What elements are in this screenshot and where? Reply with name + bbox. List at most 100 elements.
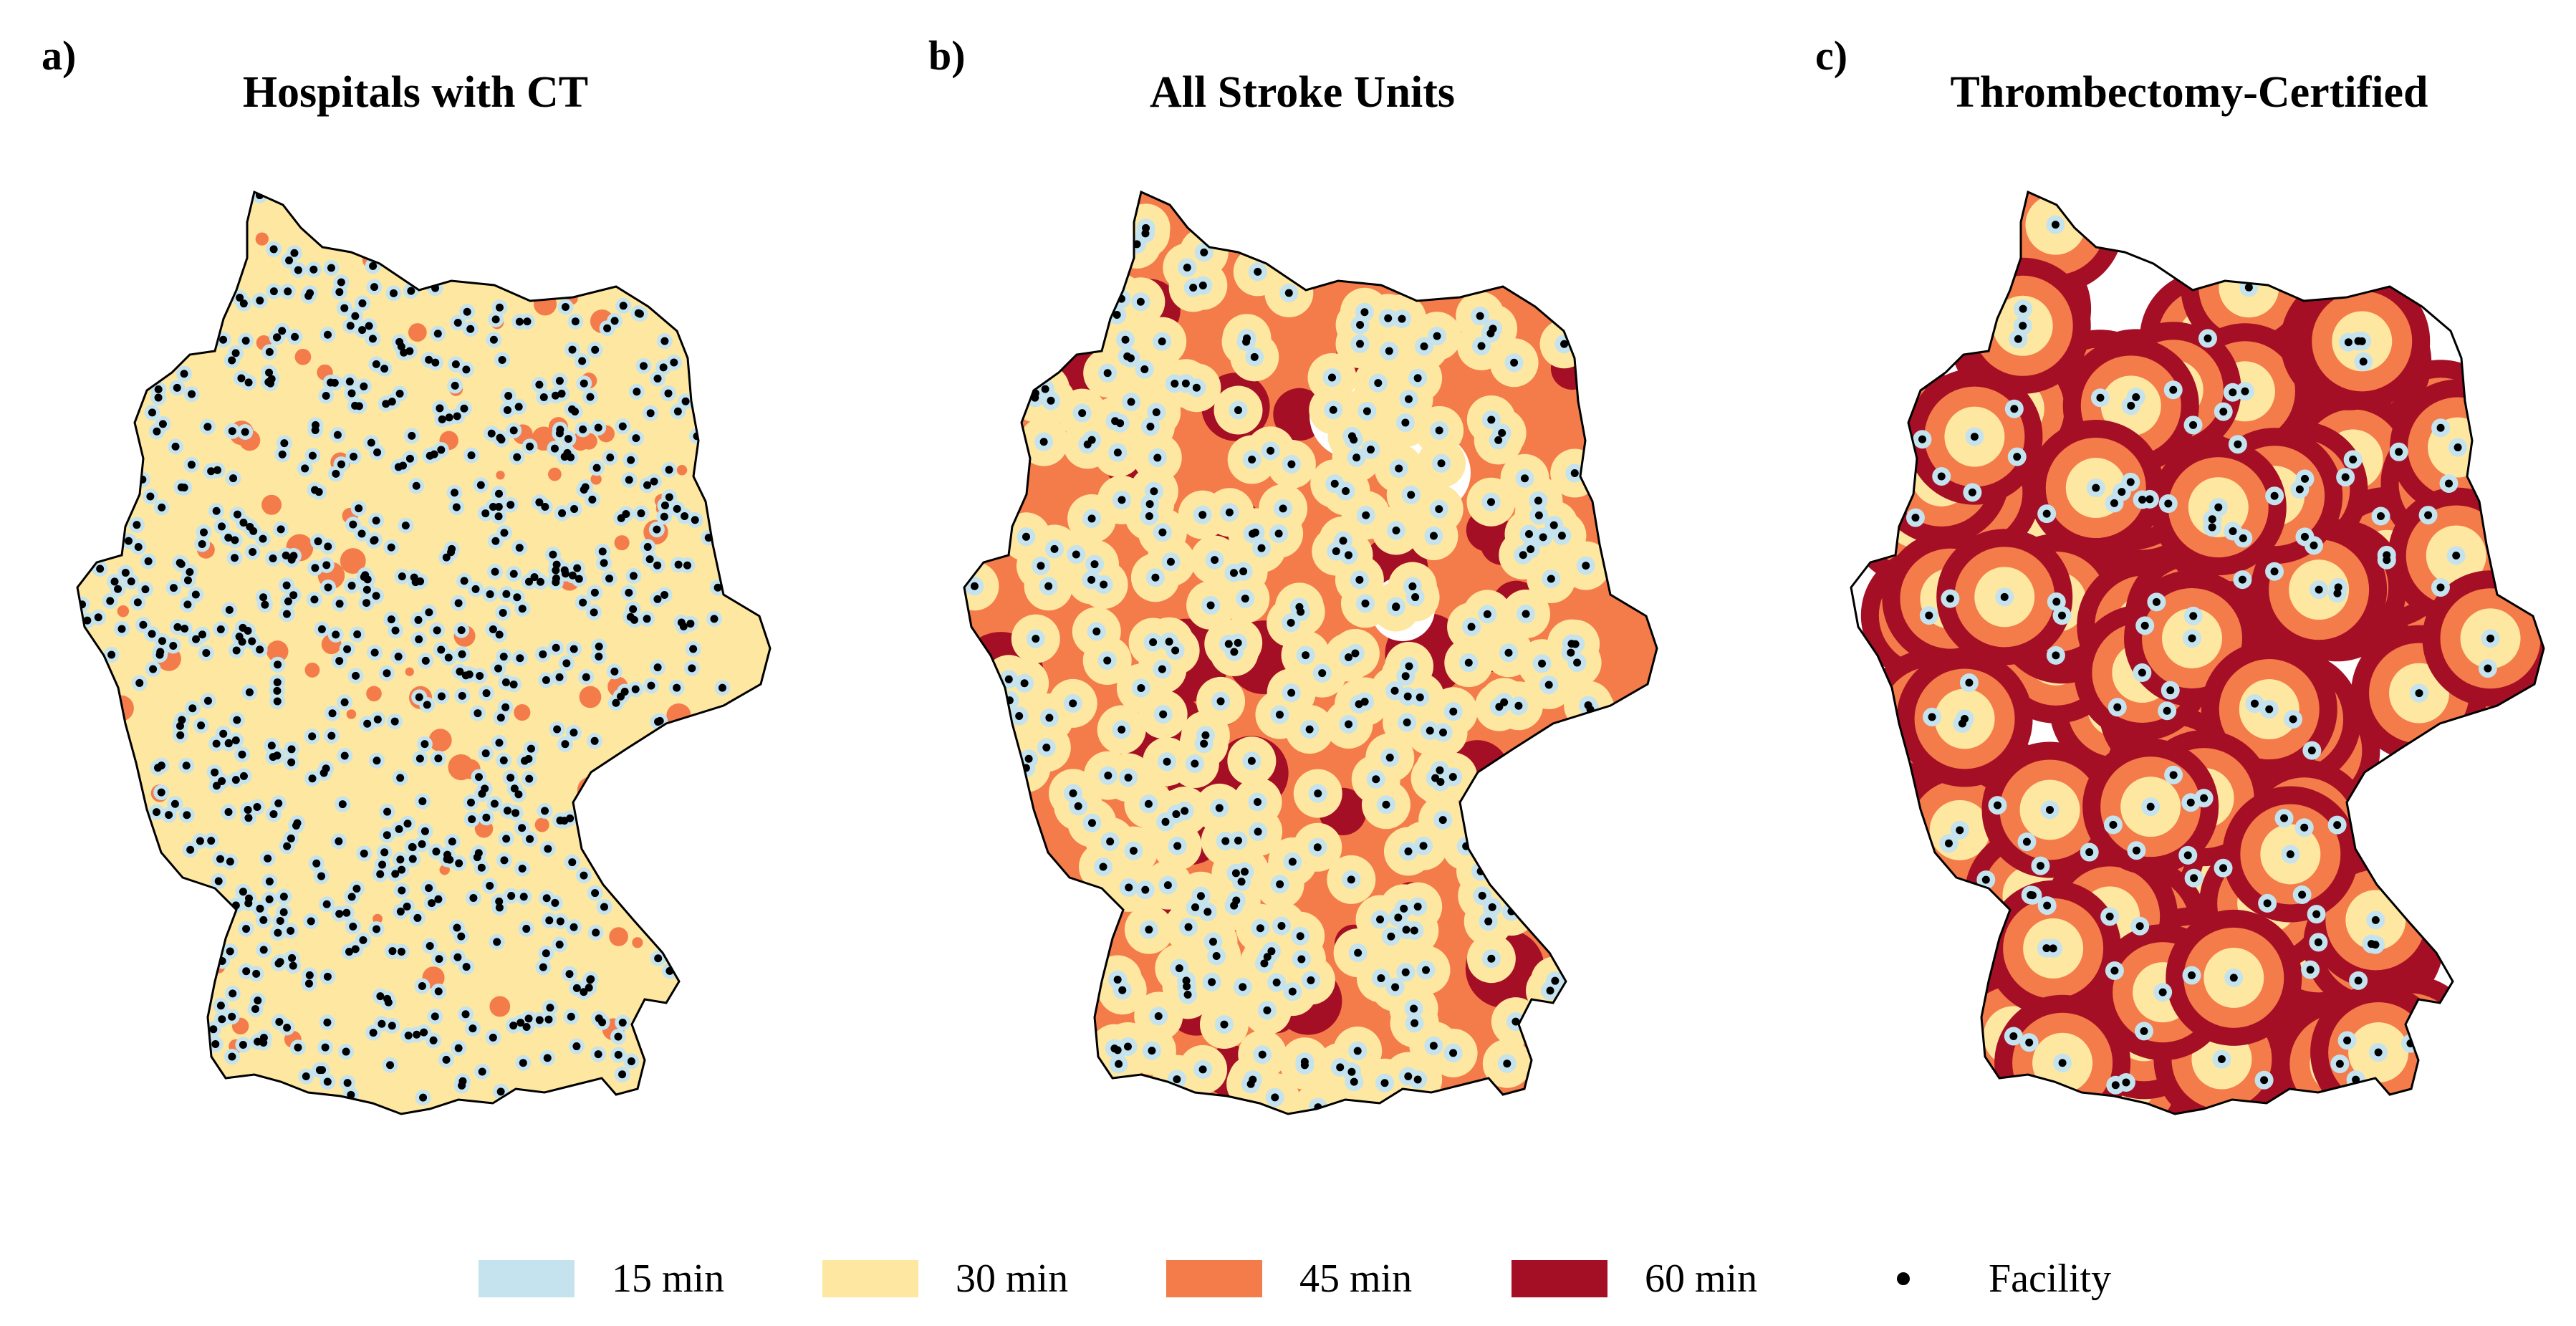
facility-dot	[1510, 358, 1519, 367]
facility-dot	[2334, 583, 2342, 592]
facility-dot	[2109, 820, 2118, 829]
facility-dot	[489, 625, 497, 634]
facility-dot	[256, 645, 264, 654]
facility-dot	[1050, 544, 1059, 553]
facility-dot	[503, 807, 511, 815]
facility-dot	[1200, 739, 1208, 748]
facility-dot	[494, 512, 503, 521]
facility-dot	[2239, 534, 2247, 542]
facility-dot	[618, 1018, 627, 1027]
facility-dot	[2188, 634, 2196, 643]
facility-dot	[256, 904, 264, 913]
facility-dot	[539, 393, 548, 402]
facility-dot	[283, 842, 292, 850]
facility-dot	[1387, 932, 1395, 941]
facility-dot	[279, 908, 288, 916]
facility-dot	[1429, 1042, 1438, 1050]
facility-dot	[515, 317, 524, 326]
facility-dot	[1385, 754, 1394, 762]
facility-dot	[2126, 478, 2135, 486]
facility-dot	[2349, 455, 2358, 463]
facility-dot	[241, 428, 249, 436]
panel-title: All Stroke Units	[1149, 68, 1455, 117]
facility-dot	[1288, 857, 1297, 866]
facility-dot	[519, 1059, 527, 1067]
facility-dot	[579, 598, 587, 607]
facility-dot	[322, 561, 331, 570]
facility-dot	[568, 345, 577, 354]
facility-dot	[342, 1047, 350, 1056]
facility-dot	[212, 782, 221, 790]
facility-dot	[347, 893, 356, 901]
facility-dot	[273, 333, 282, 342]
facility-dot	[321, 1043, 330, 1052]
facility-dot	[1467, 623, 1476, 631]
legend-label: 45 min	[1299, 1257, 1413, 1301]
facility-dot	[1141, 885, 1150, 894]
facility-dot	[396, 907, 405, 916]
facility-dot	[157, 788, 165, 797]
facility-dot	[429, 1036, 438, 1044]
facility-dot	[388, 398, 396, 406]
facility-dot	[396, 774, 405, 782]
facility-dot	[323, 1018, 332, 1027]
facility-dot	[186, 567, 194, 576]
facility-dot	[542, 676, 550, 684]
facility-dot	[274, 660, 282, 669]
facility-dot	[256, 297, 264, 305]
facility-dot	[476, 671, 484, 680]
facility-dot	[2203, 334, 2212, 342]
facility-dot	[2436, 423, 2445, 432]
facility-dot	[304, 292, 313, 300]
facility-dot	[139, 620, 148, 629]
country-border	[963, 190, 1658, 1115]
facility-dot	[171, 442, 180, 451]
facility-dot	[359, 936, 367, 944]
facility-dot	[588, 495, 597, 504]
facility-dot	[526, 442, 534, 451]
facility-dot	[322, 900, 331, 908]
facility-dot	[387, 543, 395, 552]
facility-dot	[134, 542, 143, 551]
facility-dot	[1351, 649, 1360, 658]
isochrone-45	[373, 913, 383, 924]
facility-dot	[710, 615, 719, 623]
facility-dot	[335, 657, 344, 666]
facility-dot	[595, 642, 603, 650]
isochrone-45	[261, 494, 282, 515]
facility-dot	[357, 529, 366, 538]
facility-dot	[458, 691, 466, 700]
facility-dot	[1154, 1012, 1163, 1021]
facility-dot	[1405, 662, 1413, 671]
facility-dot	[239, 623, 247, 632]
facility-dot	[1239, 567, 1248, 576]
facility-dot	[500, 856, 509, 865]
facility-dot	[269, 554, 277, 563]
facility-dot	[1279, 504, 1287, 513]
facility-dot	[2010, 405, 2019, 413]
facility-dot	[634, 309, 643, 317]
facility-dot	[345, 378, 354, 386]
facility-dot	[292, 821, 300, 830]
facility-dot	[1243, 334, 1251, 342]
isochrone-45	[609, 927, 628, 946]
isochrone-45	[579, 686, 602, 708]
facility-dot	[1231, 869, 1240, 878]
facility-dot	[322, 391, 330, 400]
facility-dot	[647, 681, 655, 690]
facility-dot	[499, 756, 508, 765]
facility-dot	[434, 754, 443, 763]
facility-dot	[1230, 901, 1239, 910]
facility-dot	[1284, 289, 1293, 297]
facility-dot	[1366, 446, 1375, 454]
facility-dot	[259, 916, 268, 924]
facility-dot	[665, 466, 673, 474]
facility-dot	[458, 650, 466, 658]
facility-dot	[327, 731, 336, 740]
facility-dot	[1557, 532, 1566, 540]
facility-dot	[2333, 821, 2342, 830]
facility-dot	[486, 882, 494, 890]
facility-dot	[1229, 569, 1238, 577]
facility-dot	[481, 509, 490, 518]
facility-dot	[670, 358, 678, 367]
